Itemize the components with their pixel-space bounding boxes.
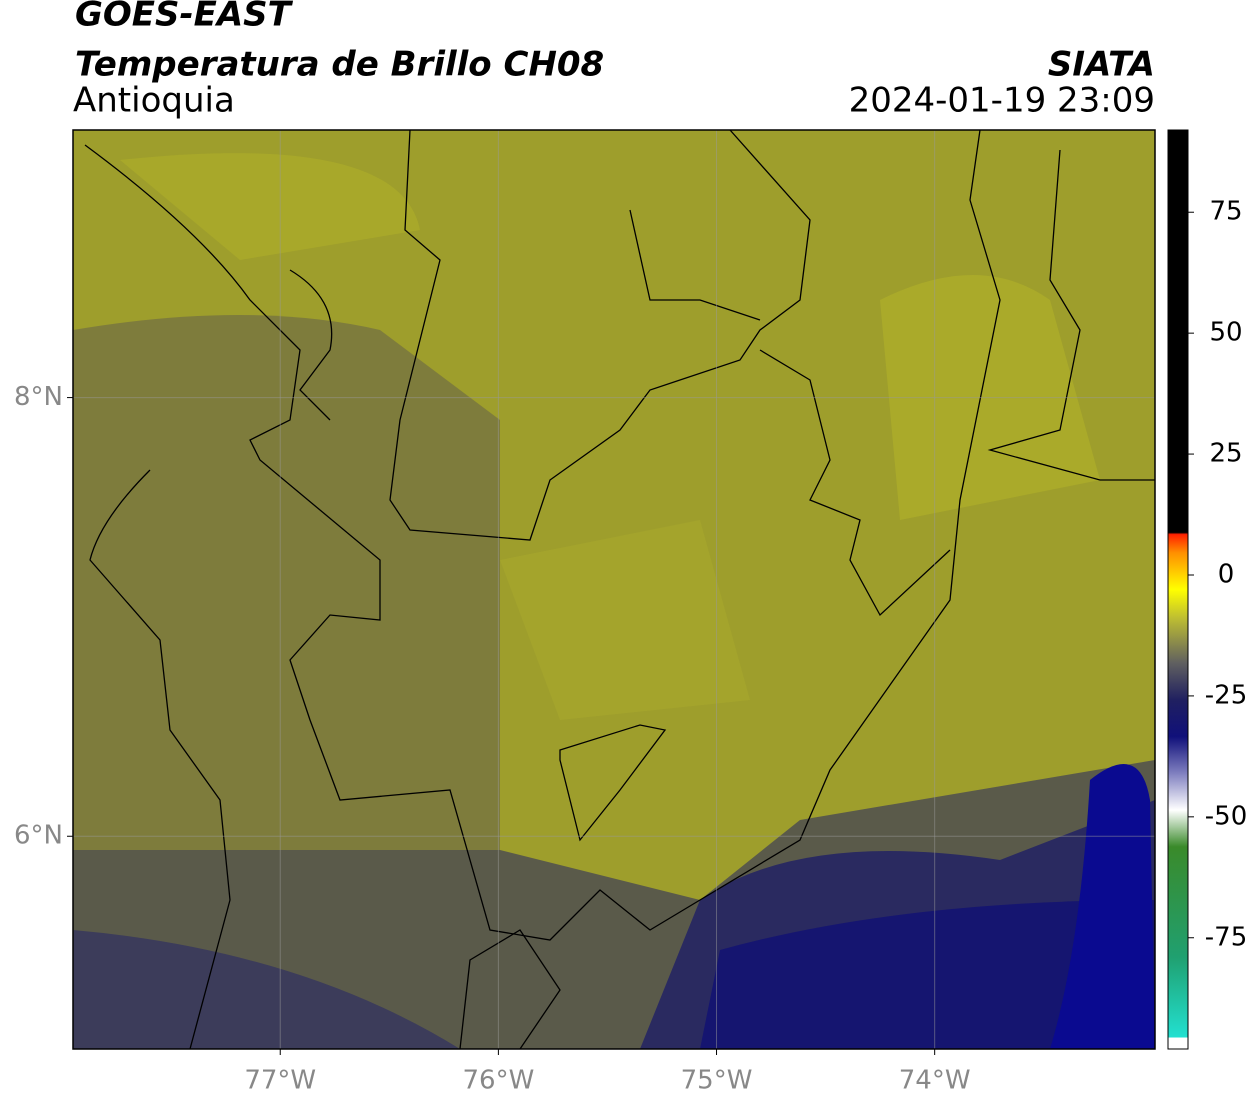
colorbar-tick-label: -50 — [1205, 801, 1247, 831]
y-tick-label: 6°N — [14, 821, 63, 851]
colorbar-tick-label: 75 — [1209, 197, 1242, 227]
subtitle: Temperatura de Brillo CH08 — [75, 45, 604, 85]
colorbar-tick-label: -75 — [1205, 922, 1247, 952]
colorbar-tick-label: -25 — [1205, 680, 1247, 710]
map-frame — [72, 129, 1156, 1050]
region: Antioquia — [73, 81, 235, 121]
colorbar-tick-label: 50 — [1209, 318, 1242, 348]
grid — [73, 130, 1155, 1049]
x-tick-label: 75°W — [681, 1066, 753, 1096]
datetime: 2024-01-19 23:09 — [849, 81, 1155, 121]
x-tick-label: 76°W — [462, 1066, 534, 1096]
colorbar-tick-label: 0 — [1218, 559, 1235, 589]
x-tick-label: 74°W — [899, 1066, 971, 1096]
title: GOES-EAST — [75, 0, 294, 35]
colorbar — [1167, 129, 1189, 1050]
colorbar-tick-label: 25 — [1209, 439, 1242, 469]
map-image — [73, 130, 1155, 1049]
y-tick-label: 8°N — [14, 382, 63, 412]
source: SIATA — [1048, 45, 1155, 85]
x-tick-label: 77°W — [244, 1066, 316, 1096]
